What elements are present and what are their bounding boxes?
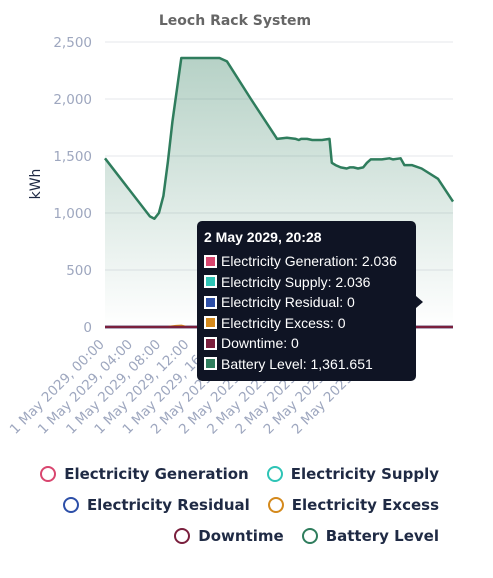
y-axis-label: kWh bbox=[28, 169, 44, 200]
tooltip-row-label: Electricity Supply: 2.036 bbox=[221, 273, 371, 290]
y-tick-label: 2,500 bbox=[53, 35, 92, 51]
legend-marker bbox=[40, 465, 57, 482]
tooltip-row: Electricity Supply: 2.036 bbox=[204, 272, 409, 293]
y-tick-label: 0 bbox=[83, 320, 92, 336]
tooltip-swatch bbox=[204, 316, 217, 330]
legend-marker bbox=[62, 496, 79, 513]
legend-item-electricity-supply[interactable]: Electricity Supply bbox=[266, 464, 439, 483]
tooltip-row: Electricity Excess: 0 bbox=[204, 313, 409, 334]
chart-tooltip: 2 May 2029, 20:28 Electricity Generation… bbox=[197, 221, 423, 381]
legend-item-electricity-residual[interactable]: Electricity Residual bbox=[62, 495, 250, 514]
tooltip-swatch bbox=[204, 336, 217, 350]
legend-row: Downtime Battery Level bbox=[0, 520, 493, 551]
legend-label: Electricity Generation bbox=[64, 464, 249, 483]
legend-marker bbox=[267, 496, 284, 513]
tooltip-swatch bbox=[204, 275, 217, 289]
tooltip-row: Electricity Residual: 0 bbox=[204, 292, 409, 313]
tooltip-row: Electricity Generation: 2.036 bbox=[204, 251, 409, 272]
tooltip-row-label: Electricity Generation: 2.036 bbox=[221, 253, 397, 270]
series-line-battery-level bbox=[104, 56, 455, 220]
tooltip-swatch bbox=[204, 295, 217, 309]
tooltip-row: Battery Level: 1,361.651 bbox=[204, 354, 409, 375]
tooltip-row-label: Electricity Residual: 0 bbox=[221, 294, 355, 311]
tooltip-rows: Electricity Generation: 2.036 Electricity… bbox=[204, 251, 409, 374]
legend-marker bbox=[266, 465, 283, 482]
legend-item-downtime[interactable]: Downtime bbox=[174, 526, 284, 545]
tooltip-title: 2 May 2029, 20:28 bbox=[204, 229, 322, 245]
tooltip-swatch bbox=[204, 254, 217, 268]
legend-label: Battery Level bbox=[325, 526, 439, 545]
legend-marker bbox=[174, 527, 191, 544]
legend-label: Downtime bbox=[198, 526, 284, 545]
tooltip-row-label: Battery Level: 1,361.651 bbox=[221, 355, 373, 372]
y-axis-ticks: 0 500 1,000 1,500 2,000 2,500 bbox=[53, 35, 92, 336]
y-tick-label: 500 bbox=[66, 263, 92, 279]
legend-marker bbox=[301, 527, 318, 544]
legend-label: Electricity Residual bbox=[86, 495, 250, 514]
y-tick-label: 2,000 bbox=[53, 92, 92, 108]
y-tick-label: 1,000 bbox=[53, 206, 92, 222]
legend-item-electricity-excess[interactable]: Electricity Excess bbox=[267, 495, 439, 514]
legend-label: Electricity Supply bbox=[290, 464, 439, 483]
y-tick-label: 1,500 bbox=[53, 149, 92, 165]
legend-item-battery-level[interactable]: Battery Level bbox=[301, 526, 439, 545]
legend-item-electricity-generation[interactable]: Electricity Generation bbox=[40, 465, 249, 483]
legend-row: Electricity Residual Electricity Excess bbox=[0, 489, 493, 520]
tooltip-swatch bbox=[204, 357, 217, 371]
tooltip-row-label: Downtime: 0 bbox=[221, 335, 299, 352]
chart-legend: Electricity Generation Electricity Supply… bbox=[0, 458, 493, 551]
tooltip-row: Downtime: 0 bbox=[204, 333, 409, 354]
legend-label: Electricity Excess bbox=[291, 495, 439, 514]
legend-row: Electricity Generation Electricity Supply bbox=[0, 458, 493, 489]
tooltip-row-label: Electricity Excess: 0 bbox=[221, 314, 346, 331]
chart-title: Leoch Rack System bbox=[159, 13, 311, 29]
